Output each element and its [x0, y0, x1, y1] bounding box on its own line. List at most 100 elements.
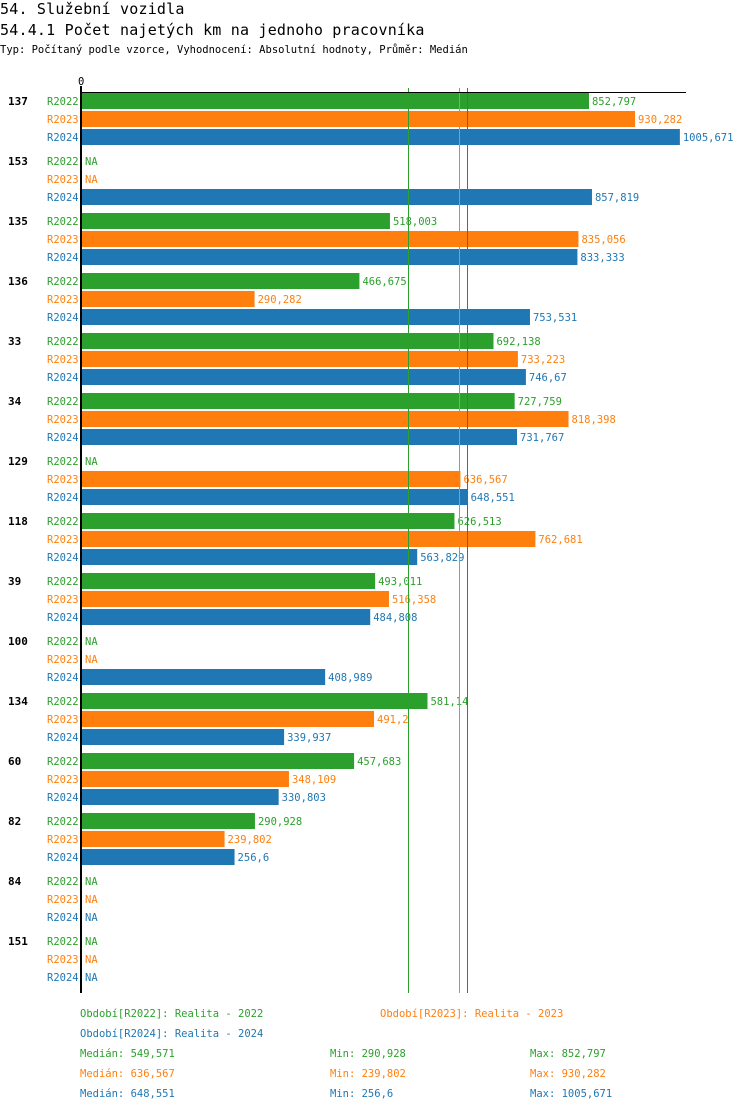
bar-r2024: [82, 189, 592, 205]
stat-median-r2022: Medián: 549,571: [80, 1048, 175, 1060]
series-label: R2023: [47, 414, 79, 426]
category-label: 136: [8, 275, 28, 288]
data-label: 727,759: [518, 396, 562, 408]
data-label: NA: [85, 972, 98, 984]
category-label: 151: [8, 935, 28, 948]
category-label: 33: [8, 335, 21, 348]
category-label: 134: [8, 695, 28, 708]
data-label: NA: [85, 156, 98, 168]
data-label: 762,681: [538, 534, 582, 546]
series-label: R2022: [47, 96, 79, 108]
data-label: 563,829: [420, 552, 464, 564]
data-label: NA: [85, 894, 98, 906]
stat-max-r2024: Max: 1005,671: [530, 1088, 613, 1100]
series-label: R2024: [47, 552, 79, 564]
legend-period-r2023: Období[R2023]: Realita - 2023: [380, 1008, 564, 1020]
bar-r2023: [82, 351, 518, 367]
series-label: R2024: [47, 132, 79, 144]
section-title: 54. Služební vozidla: [0, 0, 185, 18]
bar-r2022: [82, 93, 589, 109]
bar-r2022: [82, 813, 255, 829]
data-label: 857,819: [595, 192, 639, 204]
category-label: 82: [8, 815, 21, 828]
series-label: R2022: [47, 876, 79, 888]
data-label: 833,333: [580, 252, 624, 264]
series-label: R2024: [47, 492, 79, 504]
bar-r2023: [82, 231, 579, 247]
bar-r2024: [82, 669, 326, 685]
data-label: NA: [85, 876, 98, 888]
series-label: R2024: [47, 252, 79, 264]
bar-r2022: [82, 573, 376, 589]
category-label: 118: [8, 515, 28, 528]
data-label: 290,282: [258, 294, 302, 306]
bar-r2024: [82, 609, 371, 625]
category-label: 135: [8, 215, 28, 228]
data-label: NA: [85, 456, 98, 468]
data-label: 493,011: [378, 576, 422, 588]
data-label: 626,513: [457, 516, 501, 528]
series-label: R2022: [47, 576, 79, 588]
stat-min-r2022: Min: 290,928: [330, 1048, 406, 1060]
series-label: R2022: [47, 456, 79, 468]
bar-r2024: [82, 549, 418, 565]
bar-r2024: [82, 789, 279, 805]
data-label: NA: [85, 954, 98, 966]
data-label: 491,2: [377, 714, 409, 726]
bar-r2023: [82, 291, 255, 307]
series-label: R2023: [47, 654, 79, 666]
series-label: R2024: [47, 972, 79, 984]
series-label: R2023: [47, 714, 79, 726]
stat-max-r2022: Max: 852,797: [530, 1048, 606, 1060]
data-label: 330,803: [282, 792, 326, 804]
data-label: 239,802: [228, 834, 272, 846]
series-label: R2022: [47, 516, 79, 528]
bar-r2023: [82, 591, 389, 607]
bar-r2022: [82, 213, 390, 229]
bar-r2023: [82, 411, 569, 427]
series-label: R2022: [47, 636, 79, 648]
series-label: R2024: [47, 672, 79, 684]
bar-r2022: [82, 693, 428, 709]
data-label: NA: [85, 912, 98, 924]
stat-max-r2023: Max: 930,282: [530, 1068, 606, 1080]
data-label: 516,358: [392, 594, 436, 606]
data-label: 290,928: [258, 816, 302, 828]
legend-period-r2024: Období[R2024]: Realita - 2024: [80, 1028, 264, 1040]
stat-min-r2023: Min: 239,802: [330, 1068, 406, 1080]
data-label: 484,808: [373, 612, 417, 624]
series-label: R2023: [47, 894, 79, 906]
data-label: NA: [85, 936, 98, 948]
series-label: R2023: [47, 954, 79, 966]
data-label: 753,531: [533, 312, 577, 324]
data-label: 692,138: [496, 336, 540, 348]
data-label: 518,003: [393, 216, 437, 228]
category-label: 153: [8, 155, 28, 168]
bar-r2023: [82, 831, 225, 847]
series-label: R2022: [47, 396, 79, 408]
series-label: R2023: [47, 474, 79, 486]
series-label: R2023: [47, 174, 79, 186]
data-label: 818,398: [572, 414, 616, 426]
bar-r2023: [82, 711, 375, 727]
series-label: R2023: [47, 234, 79, 246]
data-label: NA: [85, 174, 98, 186]
bar-r2022: [82, 273, 360, 289]
data-label: NA: [85, 636, 98, 648]
data-label: NA: [85, 654, 98, 666]
x-tick-label-0: 0: [78, 76, 84, 88]
series-label: R2024: [47, 612, 79, 624]
series-label: R2024: [47, 912, 79, 924]
series-label: R2023: [47, 834, 79, 846]
series-label: R2023: [47, 114, 79, 126]
data-label: 457,683: [357, 756, 401, 768]
bar-r2024: [82, 849, 235, 865]
series-label: R2022: [47, 696, 79, 708]
bar-r2022: [82, 513, 455, 529]
data-label: 348,109: [292, 774, 336, 786]
stat-median-r2024: Medián: 648,551: [80, 1088, 175, 1100]
series-label: R2023: [47, 294, 79, 306]
series-label: R2022: [47, 216, 79, 228]
data-label: 648,551: [471, 492, 515, 504]
chart-subtitle: Typ: Počítaný podle vzorce, Vyhodnocení:…: [0, 44, 468, 56]
